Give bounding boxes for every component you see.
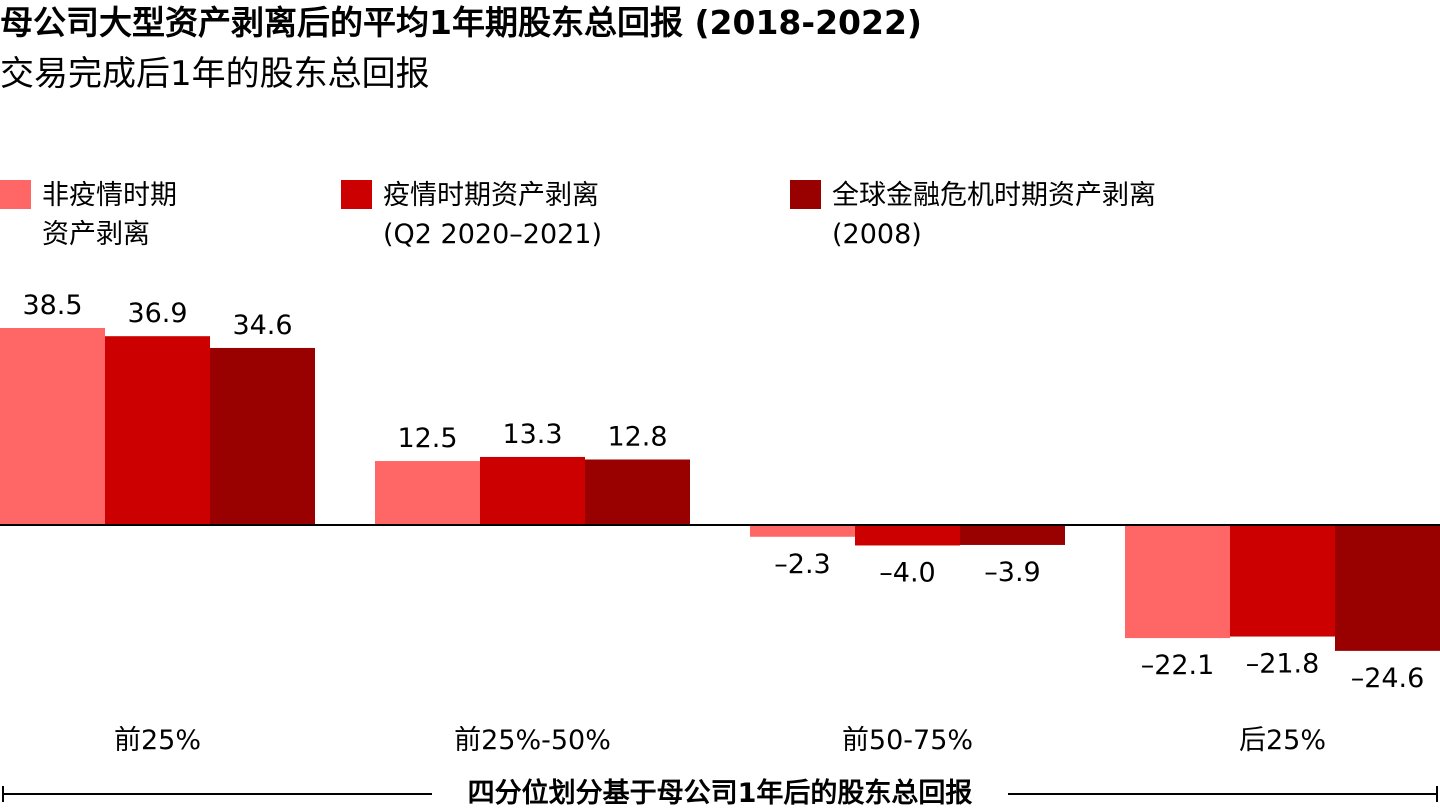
data-label-series3-cat4: –24.6 — [1351, 663, 1425, 694]
bar-series3-cat4 — [1335, 525, 1440, 651]
bar-series2-cat1 — [105, 336, 210, 525]
bar-series3-cat3 — [960, 525, 1065, 545]
x-axis-title: 四分位划分基于母公司1年后的股东总回报 — [0, 776, 1440, 812]
data-label-series2-cat1: 36.9 — [127, 298, 187, 329]
bar-series2-cat2 — [480, 456, 585, 525]
category-label-4: 后25% — [1239, 725, 1326, 756]
data-label-series2-cat4: –21.8 — [1246, 649, 1320, 680]
bar-chart: 38.5 12.5 –2.3 –22.1 36.9 13.3 –4.0 –21.8 34.6 12… — [0, 290, 1440, 756]
x-axis-title-left-line — [2, 793, 432, 795]
legend-label-pandemic: 疫情时期资产剥离 (Q2 2020–2021) — [383, 180, 603, 250]
x-axis-title-text: 四分位划分基于母公司1年后的股东总回报 — [0, 776, 1440, 812]
data-label-series1-cat4: –22.1 — [1141, 650, 1215, 681]
category-label-1: 前25% — [114, 725, 201, 756]
data-label-series3-cat1: 34.6 — [232, 310, 292, 341]
bar-series3-cat2 — [585, 459, 690, 525]
data-label-series1-cat3: –2.3 — [774, 549, 830, 580]
data-label-series2-cat3: –4.0 — [879, 557, 935, 588]
bar-series2-cat3 — [855, 525, 960, 546]
x-axis-title-label: 四分位划分基于母公司1年后的股东总回报 — [453, 778, 987, 809]
page-subtitle: 交易完成后1年的股东总回报 — [0, 54, 430, 94]
data-label-series2-cat2: 13.3 — [502, 419, 562, 450]
bar-series2-cat4 — [1230, 525, 1335, 637]
page-title: 母公司大型资产剥离后的平均1年期股东总回报 (2018-2022) — [0, 3, 923, 42]
category-label-3: 前50-75% — [842, 725, 973, 756]
legend-label-non-pandemic: 非疫情时期 资产剥离 — [42, 180, 177, 250]
legend-swatch-financial-crisis — [790, 180, 821, 209]
legend-label-financial-crisis: 全球金融危机时期资产剥离 (2008) — [832, 180, 1156, 250]
data-label-series3-cat2: 12.8 — [607, 422, 667, 453]
bar-series1-cat1 — [0, 328, 105, 525]
bar-series3-cat1 — [210, 347, 315, 525]
x-axis-title-right-line — [1008, 793, 1438, 795]
legend-swatch-non-pandemic — [0, 180, 31, 209]
data-label-series3-cat3: –3.9 — [984, 557, 1040, 588]
legend-swatch-pandemic — [341, 180, 372, 209]
bar-series1-cat3 — [750, 525, 855, 537]
bar-series1-cat2 — [375, 461, 480, 525]
x-axis-title-right-cap — [1436, 786, 1438, 802]
bar-series1-cat4 — [1125, 525, 1230, 639]
data-label-series1-cat1: 38.5 — [22, 290, 82, 321]
data-label-series1-cat2: 12.5 — [397, 423, 457, 454]
category-label-2: 前25%-50% — [454, 725, 611, 756]
